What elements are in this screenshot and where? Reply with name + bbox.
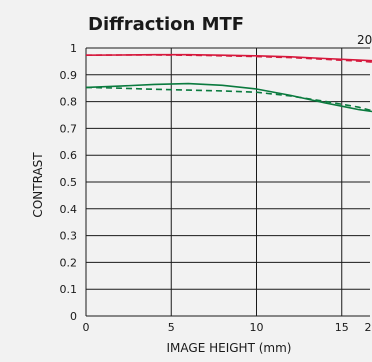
y-tick-label-5: 0.5 <box>60 176 78 189</box>
x-tick-label-4: 2 <box>365 321 372 334</box>
y-tick-labels: 0 0.1 0.2 0.3 0.4 0.5 0.6 0.7 0.8 0.9 1 <box>60 42 78 323</box>
x-tick-label-3: 15 <box>335 321 349 334</box>
y-axis-label: CONTRAST <box>31 152 45 218</box>
chart-title: Diffraction MTF <box>88 14 244 35</box>
y-tick-label-0: 0 <box>70 310 77 323</box>
x-tick-labels: 0 5 10 15 2 <box>83 321 372 334</box>
y-tick-label-2: 0.2 <box>60 256 78 269</box>
y-tick-label-8: 0.8 <box>60 96 78 109</box>
y-tick-label-6: 0.6 <box>60 149 78 162</box>
y-tick-label-1: 0.1 <box>60 283 78 296</box>
series-line-3 <box>86 87 372 129</box>
corner-label: 20 <box>357 33 372 47</box>
x-tick-label-2: 10 <box>250 321 264 334</box>
x-tick-label-0: 0 <box>83 321 90 334</box>
x-tick-label-1: 5 <box>168 321 175 334</box>
y-tick-label-10: 1 <box>70 42 77 55</box>
x-axis-label: IMAGE HEIGHT (mm) <box>167 341 292 355</box>
series-line-2 <box>86 84 372 124</box>
y-tick-label-4: 0.4 <box>60 203 78 216</box>
y-tick-label-9: 0.9 <box>60 69 78 82</box>
series-line-1 <box>86 55 372 66</box>
y-tick-label-3: 0.3 <box>60 230 78 243</box>
series-lines <box>86 55 372 130</box>
y-tick-label-7: 0.7 <box>60 122 78 135</box>
